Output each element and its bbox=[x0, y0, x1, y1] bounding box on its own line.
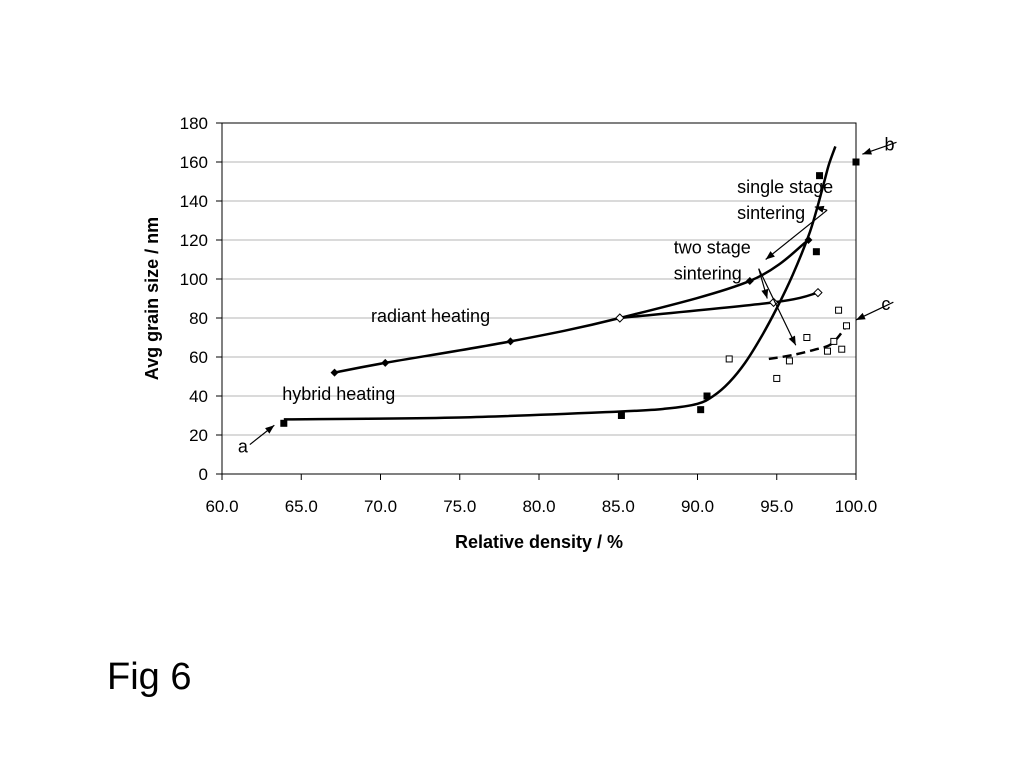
single-stage-sintering-point bbox=[506, 337, 515, 346]
y-tick-label: 180 bbox=[180, 114, 208, 133]
annotation-label: hybrid heating bbox=[282, 384, 395, 404]
radiant-heating-point bbox=[773, 374, 781, 382]
single-stage-sintering-point bbox=[745, 276, 754, 285]
x-tick-label: 95.0 bbox=[760, 497, 793, 516]
single-stage-sintering-point bbox=[381, 358, 390, 367]
y-tick-label: 160 bbox=[180, 153, 208, 172]
annotation-label: single stage bbox=[737, 177, 833, 197]
annotation-label-line2: sintering bbox=[737, 203, 805, 223]
annotation-arrowhead bbox=[265, 425, 275, 434]
annotation-label: two stage bbox=[674, 238, 751, 258]
two-stage-sintering-line bbox=[619, 291, 819, 320]
hybrid-heating-point bbox=[617, 412, 625, 419]
hybrid-heating-point bbox=[697, 406, 705, 414]
annotation-arrowhead bbox=[862, 147, 872, 155]
y-tick-label: 100 bbox=[180, 270, 208, 289]
single-stage-sintering-point bbox=[804, 236, 813, 244]
annotation-label-line2: sintering bbox=[674, 264, 742, 284]
annotation-arrowhead bbox=[814, 205, 825, 213]
y-tick-label: 20 bbox=[189, 426, 208, 445]
x-tick-label: 100.0 bbox=[835, 497, 878, 516]
gridlines bbox=[222, 161, 856, 436]
x-tick-label: 60.0 bbox=[205, 497, 238, 516]
series-markers bbox=[280, 158, 860, 427]
y-tick-label: 80 bbox=[189, 309, 208, 328]
radiant-heating-point bbox=[838, 345, 846, 353]
annotation-arrowhead bbox=[761, 288, 769, 299]
hybrid-heating-point bbox=[280, 419, 288, 427]
x-tick-label: 85.0 bbox=[602, 497, 635, 516]
figure-label: Fig 6 bbox=[107, 656, 192, 698]
y-tick-label: 40 bbox=[189, 387, 208, 406]
annotation-label: radiant heating bbox=[371, 306, 490, 326]
annotation-label: c bbox=[881, 294, 890, 314]
annotation-arrow bbox=[765, 209, 828, 260]
y-axis-title: Avg grain size / nm bbox=[142, 217, 162, 380]
radiant-heating-point bbox=[830, 337, 838, 345]
annotations: single stage sintering two stage sintering r… bbox=[238, 134, 897, 457]
radiant-heating-point bbox=[785, 357, 793, 365]
radiant-heating-point bbox=[823, 347, 831, 355]
radiant-heating-point bbox=[842, 322, 850, 330]
annotation-arrowhead bbox=[788, 335, 796, 346]
annotation-arrowhead bbox=[856, 312, 866, 320]
hybrid-heating-point bbox=[703, 392, 711, 400]
x-axis-title: Relative density / % bbox=[455, 532, 623, 552]
y-tick-label: 120 bbox=[180, 231, 208, 250]
chart: 0 20 40 60 80 100 120 140 160 180 60.0 65.0 70.0 75.… bbox=[142, 114, 897, 552]
radiant-heating-point bbox=[725, 355, 733, 363]
x-tick-label: 65.0 bbox=[285, 497, 318, 516]
hybrid-heating-point bbox=[816, 172, 824, 180]
radiant-heating-line bbox=[768, 323, 850, 361]
annotation-label: a bbox=[238, 437, 249, 457]
hybrid-heating-line bbox=[283, 145, 837, 421]
y-tick-label: 60 bbox=[189, 348, 208, 367]
two-stage-sintering-point bbox=[813, 287, 823, 298]
plot-area-frame bbox=[221, 122, 857, 475]
hybrid-heating-point bbox=[852, 158, 860, 166]
two-stage-sintering-point bbox=[615, 313, 625, 323]
radiant-heating-point bbox=[803, 334, 811, 341]
radiant-heating-point bbox=[835, 306, 843, 314]
hybrid-heating-point bbox=[812, 248, 820, 256]
x-tick-label: 90.0 bbox=[681, 497, 714, 516]
single-stage-sintering-point bbox=[330, 368, 339, 377]
annotation-arrow bbox=[758, 268, 797, 346]
x-tick-label: 80.0 bbox=[522, 497, 555, 516]
x-tick-label: 70.0 bbox=[364, 497, 397, 516]
x-axis-ticks: 60.0 65.0 70.0 75.0 80.0 85.0 90.0 95.0 100.0 bbox=[205, 474, 877, 516]
y-tick-label: 140 bbox=[180, 192, 208, 211]
x-tick-label: 75.0 bbox=[443, 497, 476, 516]
y-axis-ticks: 0 20 40 60 80 100 120 140 160 180 bbox=[180, 114, 222, 484]
y-tick-label: 0 bbox=[199, 465, 208, 484]
annotation-arrowhead bbox=[765, 251, 775, 260]
